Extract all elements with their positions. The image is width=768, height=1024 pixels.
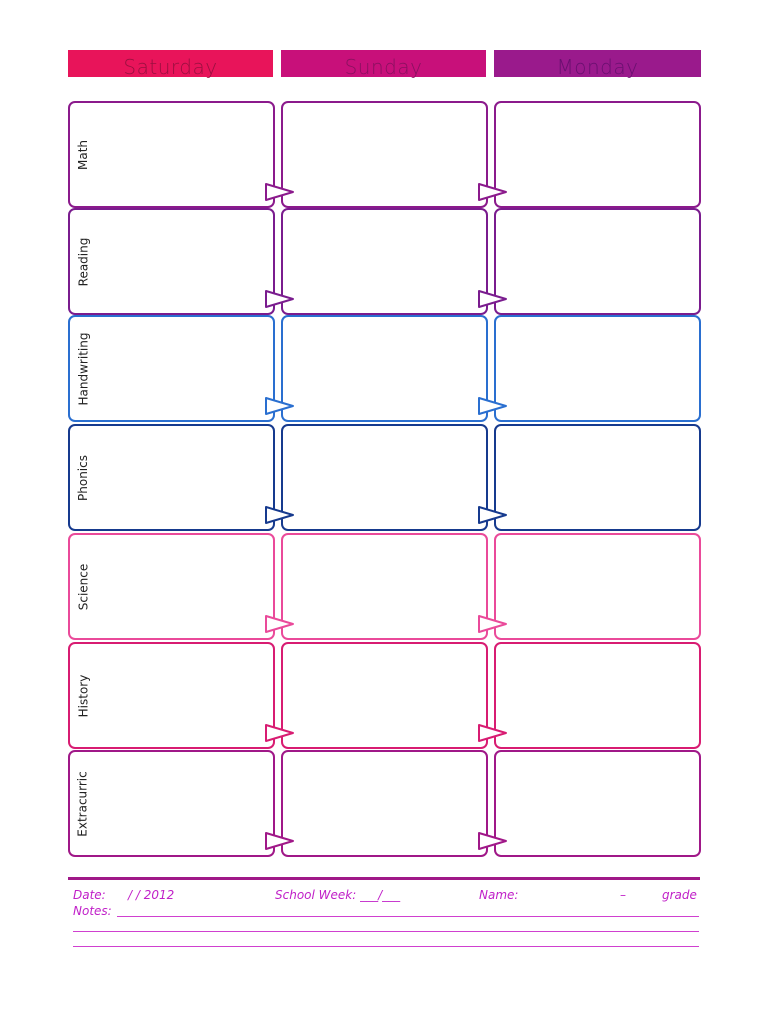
subject-label: Phonics bbox=[70, 426, 96, 529]
planner-cell[interactable] bbox=[281, 208, 488, 315]
subject-label-text: History bbox=[76, 674, 91, 717]
date-value[interactable]: / / 2012 bbox=[128, 888, 175, 902]
planner-cell[interactable] bbox=[494, 642, 701, 749]
cell-arrow-icon bbox=[478, 506, 507, 524]
subject-label: Reading bbox=[70, 210, 96, 313]
planner-cell[interactable] bbox=[494, 750, 701, 857]
planner-cell[interactable] bbox=[281, 533, 488, 640]
planner-cell[interactable] bbox=[281, 101, 488, 208]
cell-arrow-icon bbox=[265, 506, 294, 524]
cell-arrow-icon bbox=[478, 290, 507, 308]
cell-arrow-icon bbox=[478, 832, 507, 850]
date-label: Date: bbox=[73, 888, 106, 902]
subject-label-text: Handwriting bbox=[76, 332, 91, 405]
footer-top-rule bbox=[68, 877, 700, 880]
planner-cell[interactable] bbox=[281, 642, 488, 749]
subject-label-text: Science bbox=[76, 563, 90, 610]
subject-label: History bbox=[70, 644, 96, 747]
planner-cell[interactable] bbox=[494, 315, 701, 422]
notes-line-1[interactable] bbox=[117, 916, 699, 917]
subject-label: Handwriting bbox=[70, 317, 96, 420]
day-header-label: Sunday bbox=[344, 54, 423, 79]
cell-arrow-icon bbox=[265, 397, 294, 415]
notes-line-2[interactable] bbox=[73, 931, 699, 932]
planner-cell[interactable]: Phonics bbox=[68, 424, 275, 531]
day-header-label: Saturday bbox=[123, 54, 218, 79]
subject-label-text: Phonics bbox=[76, 454, 91, 501]
subject-label: Math bbox=[70, 103, 96, 206]
day-header-0: Saturday bbox=[68, 50, 273, 79]
cell-arrow-icon bbox=[265, 290, 294, 308]
subject-label: Science bbox=[70, 535, 96, 638]
cell-arrow-icon bbox=[478, 724, 507, 742]
grade-label: grade bbox=[662, 888, 697, 902]
subject-label-text: Math bbox=[76, 139, 90, 170]
planner-cell[interactable] bbox=[281, 750, 488, 857]
day-header-label: Monday bbox=[556, 54, 639, 79]
cell-arrow-icon bbox=[478, 397, 507, 415]
day-header-2: Monday bbox=[494, 50, 701, 79]
planner-cell[interactable] bbox=[494, 208, 701, 315]
notes-line-3[interactable] bbox=[73, 946, 699, 947]
cell-arrow-icon bbox=[478, 615, 507, 633]
cell-arrow-icon bbox=[265, 615, 294, 633]
school-week[interactable]: School Week: ___/___ bbox=[275, 888, 401, 902]
subject-label-text: Reading bbox=[76, 237, 90, 286]
planner-cell[interactable]: Math bbox=[68, 101, 275, 208]
planner-cell[interactable] bbox=[494, 424, 701, 531]
planner-cell[interactable]: Reading bbox=[68, 208, 275, 315]
subject-label: Extracurric bbox=[70, 752, 96, 855]
planner-cell[interactable]: Science bbox=[68, 533, 275, 640]
planner-cell[interactable] bbox=[494, 533, 701, 640]
name-label[interactable]: Name: bbox=[479, 888, 519, 902]
subject-label-text: Extracurric bbox=[76, 770, 90, 837]
planner-cell[interactable]: Handwriting bbox=[68, 315, 275, 422]
planner-cell[interactable] bbox=[494, 101, 701, 208]
cell-arrow-icon bbox=[265, 832, 294, 850]
name-dash: – bbox=[620, 888, 626, 902]
planner-cell[interactable] bbox=[281, 315, 488, 422]
planner-cell[interactable]: Extracurric bbox=[68, 750, 275, 857]
cell-arrow-icon bbox=[265, 183, 294, 201]
notes-label: Notes: bbox=[73, 904, 112, 918]
planner-cell[interactable] bbox=[281, 424, 488, 531]
planner-cell[interactable]: History bbox=[68, 642, 275, 749]
cell-arrow-icon bbox=[478, 183, 507, 201]
day-header-1: Sunday bbox=[281, 50, 486, 79]
cell-arrow-icon bbox=[265, 724, 294, 742]
